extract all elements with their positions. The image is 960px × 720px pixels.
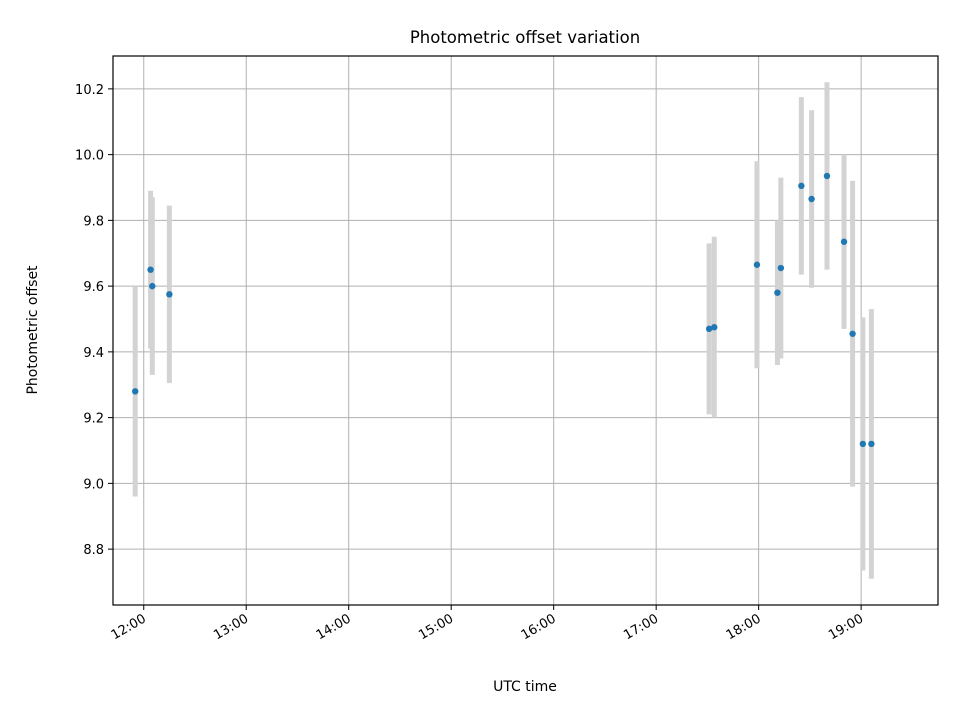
plot-frame bbox=[112, 55, 939, 606]
data-point bbox=[777, 264, 785, 272]
y-axis-ticks: 8.8 9.0 9.2 9.4 9.6 9.8 10.0 10.2 bbox=[75, 83, 113, 558]
data-point bbox=[823, 172, 831, 180]
data-point bbox=[859, 440, 867, 448]
data-point bbox=[774, 289, 781, 296]
data-point bbox=[705, 325, 713, 333]
y-tick-label: 10.2 bbox=[75, 83, 104, 98]
y-tick-label: 9.2 bbox=[83, 412, 104, 427]
y-tick-label: 9.6 bbox=[83, 280, 104, 295]
y-tick-label: 9.8 bbox=[83, 214, 104, 229]
x-axis-label: UTC time bbox=[493, 679, 557, 695]
data-point bbox=[753, 261, 761, 268]
y-tick-label: 8.8 bbox=[83, 543, 104, 558]
grid bbox=[113, 56, 938, 605]
data-point bbox=[147, 266, 154, 273]
data-point bbox=[868, 440, 875, 448]
data-points bbox=[132, 172, 875, 448]
data-point bbox=[149, 282, 156, 290]
y-tick-label: 9.4 bbox=[83, 346, 104, 361]
data-point bbox=[849, 330, 856, 337]
data-point bbox=[808, 195, 815, 203]
y-axis-label: Photometric offset bbox=[25, 265, 41, 395]
data-point bbox=[711, 324, 718, 331]
data-point bbox=[798, 182, 805, 190]
data-point bbox=[132, 388, 139, 395]
y-tick-label: 10.0 bbox=[75, 149, 104, 164]
data-point bbox=[840, 238, 848, 245]
chart-title: Photometric offset variation bbox=[410, 28, 640, 47]
y-tick-label: 9.0 bbox=[83, 477, 104, 492]
data-point bbox=[166, 291, 173, 298]
